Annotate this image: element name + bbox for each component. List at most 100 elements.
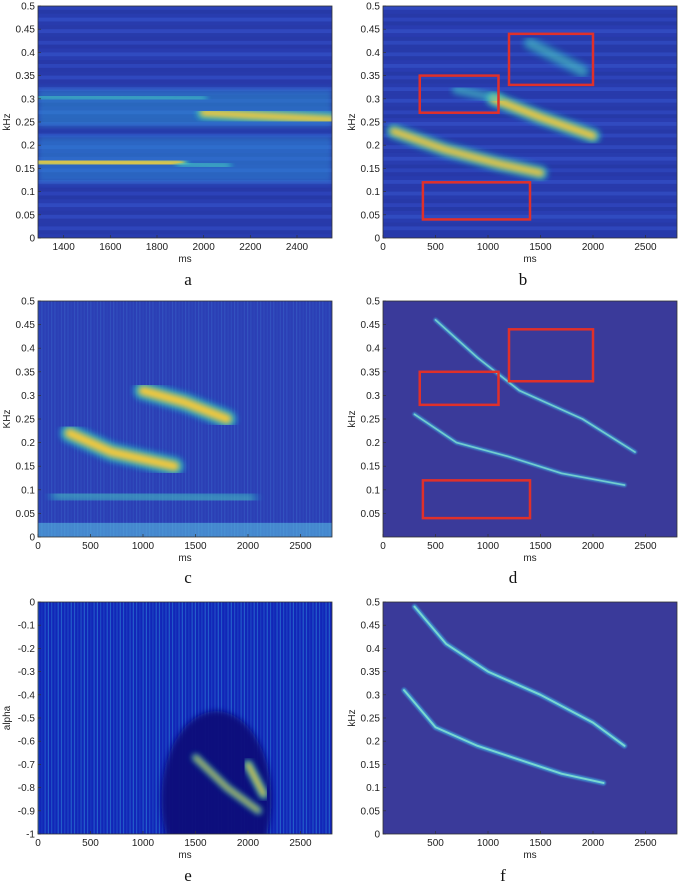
texture-streak <box>318 602 321 834</box>
texture-stripe <box>383 149 677 153</box>
panel-c: 0 0.05 0.1 0.15 0.2 0.25 0.3 0.35 0.4 0.45 0.5 0 500… <box>0 297 340 592</box>
y-tick-label: 0.5 <box>21 2 35 13</box>
x-tick-label: 1000 <box>132 541 155 552</box>
texture-streak <box>152 602 154 834</box>
chart-svg-c: 0 0.05 0.1 0.15 0.2 0.25 0.3 0.35 0.4 0.45 0.5 0 500… <box>2 297 333 564</box>
texture-stripe <box>38 25 332 30</box>
texture-stripe <box>383 6 677 10</box>
x-tick-label: 0 <box>380 242 386 253</box>
highlight-box <box>507 328 595 383</box>
ridge <box>413 605 626 747</box>
y-tick-label: 0.4 <box>21 48 35 59</box>
texture-streak <box>266 602 268 834</box>
texture-streak <box>41 301 43 537</box>
texture-stripe <box>38 40 332 45</box>
ridge <box>193 755 261 813</box>
x-axis-label: ms <box>523 553 536 564</box>
texture-streak <box>64 301 66 537</box>
texture-stripe <box>38 29 332 34</box>
y-tick-label: 0.1 <box>366 485 380 496</box>
texture-streak <box>44 301 46 537</box>
y-tick-label: 0.1 <box>21 187 35 198</box>
y-tick-label: 0 <box>29 533 35 544</box>
y-tick-label: 0.45 <box>361 25 381 36</box>
texture-streak <box>109 301 112 537</box>
texture-streak <box>77 602 79 834</box>
x-tick-label: 1500 <box>529 541 552 552</box>
texture-stripe <box>38 133 332 138</box>
texture-stripe <box>383 79 677 84</box>
texture-streak <box>309 301 311 537</box>
texture-stripe <box>383 71 677 76</box>
texture-stripe <box>38 71 332 76</box>
texture-streak <box>181 602 183 834</box>
texture-streak <box>162 301 164 537</box>
texture-stripe <box>383 60 677 64</box>
y-tick-label: 0.45 <box>16 320 36 331</box>
texture-streak <box>188 602 190 834</box>
panel-label-b: b <box>518 270 528 289</box>
texture-streak <box>253 301 255 537</box>
texture-stripe <box>383 98 677 103</box>
x-tick-label: 1000 <box>477 541 500 552</box>
texture-streak <box>47 602 49 834</box>
texture-stripe <box>38 33 332 37</box>
texture-stripe <box>38 218 332 223</box>
y-tick-label: 0.25 <box>361 415 381 426</box>
texture-stripe <box>38 199 332 204</box>
texture-streak <box>198 301 200 537</box>
x-axis-label: ms <box>178 254 191 265</box>
x-axis-label: ms <box>178 553 191 564</box>
texture-stripe <box>38 226 332 231</box>
texture-stripe <box>383 141 677 146</box>
y-tick-label: 0.05 <box>361 210 381 221</box>
y-tick-label: 0.45 <box>361 621 381 632</box>
texture-streak <box>181 301 183 537</box>
texture-streak <box>283 301 285 537</box>
texture-stripe <box>383 122 677 126</box>
texture-stripe <box>383 91 677 95</box>
texture-streak <box>73 602 76 834</box>
y-tick-label: 0.15 <box>361 760 381 771</box>
x-tick-label: 1000 <box>132 838 155 849</box>
texture-stripe <box>383 102 677 107</box>
highlight-box <box>421 479 532 520</box>
texture-streak <box>256 301 259 537</box>
y-tick-label: 0.05 <box>16 509 36 520</box>
y-tick-label: -0.8 <box>18 783 36 794</box>
texture-streak <box>188 301 190 537</box>
texture-streak <box>315 301 317 537</box>
texture-streak <box>116 301 118 537</box>
x-tick-label: 2500 <box>634 541 657 552</box>
texture-stripe <box>383 56 677 61</box>
x-tick-label: 2000 <box>582 838 605 849</box>
x-tick-label: 500 <box>82 541 99 552</box>
texture-streak <box>47 301 49 537</box>
texture-streak <box>51 301 53 537</box>
texture-streak <box>276 602 278 834</box>
texture-streak <box>322 602 324 834</box>
texture-streak <box>126 602 128 834</box>
texture-streak <box>126 301 128 537</box>
texture-stripe <box>38 17 332 22</box>
panel-b: 0 0.05 0.1 0.15 0.2 0.25 0.3 0.35 0.4 0.45 0.5 0 500… <box>345 0 685 295</box>
texture-streak <box>260 602 262 834</box>
texture-streak <box>322 301 324 537</box>
y-tick-label: 0.5 <box>21 297 35 308</box>
x-axis-label: ms <box>523 850 536 861</box>
texture-stripe <box>383 160 677 165</box>
texture-streak <box>286 602 288 834</box>
x-axis-label: ms <box>523 254 536 265</box>
texture-streak <box>185 602 187 834</box>
y-tick-label: 0.4 <box>366 48 380 59</box>
ridge <box>199 109 332 124</box>
texture-streak <box>90 301 92 537</box>
y-tick-label: 0.25 <box>361 714 381 725</box>
x-tick-label: 0 <box>380 541 386 552</box>
x-tick-label: 2000 <box>237 838 260 849</box>
y-tick-label: 0.5 <box>366 598 380 609</box>
texture-stripe <box>383 17 677 22</box>
y-tick-label: 0.2 <box>21 141 35 152</box>
y-tick-label: 0.4 <box>366 644 380 655</box>
texture-streak <box>289 301 291 537</box>
